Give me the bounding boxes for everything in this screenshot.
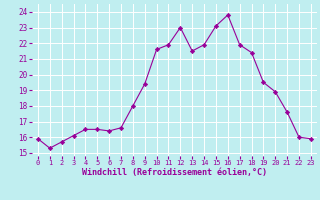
X-axis label: Windchill (Refroidissement éolien,°C): Windchill (Refroidissement éolien,°C) xyxy=(82,168,267,177)
